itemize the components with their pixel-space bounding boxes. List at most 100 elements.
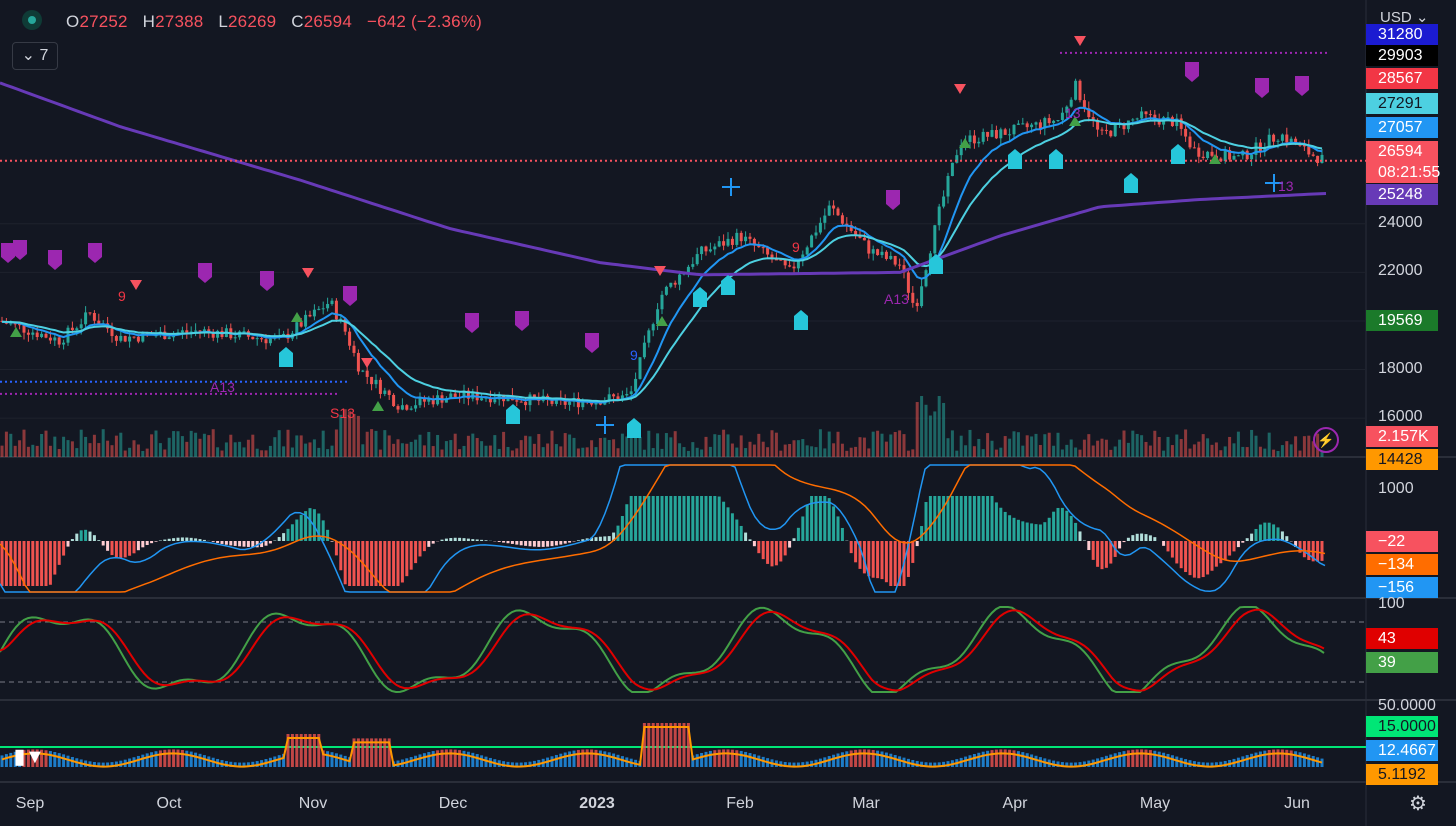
candle-body: [312, 309, 316, 317]
settings-icon[interactable]: ⚙: [1409, 793, 1427, 815]
macd-histogram-bar: [730, 513, 734, 541]
candle-body: [141, 332, 145, 342]
macd-histogram-bar: [1206, 541, 1210, 575]
price-label: 28567: [1366, 68, 1438, 89]
volume-bar: [128, 447, 132, 457]
adx-histogram-bar: [735, 750, 739, 767]
macd-histogram-bar: [62, 541, 66, 556]
macd-histogram-bar: [352, 541, 356, 586]
time-axis-label: Nov: [298, 795, 328, 812]
macd-histogram-bar: [40, 541, 44, 586]
adx-histogram-bar: [849, 750, 853, 767]
macd-histogram-bar: [603, 536, 607, 541]
volume-bar: [691, 442, 695, 457]
macd-histogram-bar: [418, 541, 422, 557]
macd-histogram-bar: [950, 496, 954, 541]
macd-histogram-bar: [805, 504, 809, 541]
volume-bar: [1148, 445, 1152, 457]
macd-histogram-bar: [1003, 511, 1007, 541]
macd-histogram-bar: [1294, 541, 1298, 547]
volume-bar: [761, 441, 765, 457]
macd-histogram-bar: [79, 530, 83, 541]
volume-bar: [282, 446, 286, 457]
volume-bar: [57, 449, 61, 457]
adx-histogram-bar: [233, 762, 237, 767]
macd-histogram-bar: [726, 507, 730, 541]
candle-body: [1069, 99, 1073, 107]
adx-histogram-bar: [251, 761, 255, 767]
candle-body: [282, 333, 286, 336]
macd-histogram-bar: [880, 541, 884, 580]
macd-histogram-bar: [625, 504, 629, 541]
macd-histogram-bar: [757, 541, 761, 554]
macd-histogram-bar: [713, 496, 717, 541]
adx-histogram-bar: [792, 762, 796, 767]
candle-body: [893, 255, 897, 265]
adx-histogram-bar: [827, 756, 831, 767]
macd-histogram-bar: [550, 541, 554, 547]
candle-body: [660, 294, 664, 310]
candle-body: [1320, 154, 1324, 164]
adx-histogram-bar: [880, 751, 884, 767]
macd-histogram-bar: [1228, 541, 1232, 556]
down-arrow-marker: [302, 268, 314, 278]
volume-bar: [185, 441, 189, 457]
macd-histogram-bar: [1135, 533, 1139, 541]
macd-histogram-bar: [524, 541, 528, 546]
adx-histogram-bar: [757, 755, 761, 767]
macd-histogram-bar: [744, 532, 748, 541]
volume-bar: [268, 445, 272, 457]
stoch-d-line: [0, 608, 1325, 692]
adx-histogram-bar: [598, 750, 602, 767]
sell-signal-marker: [465, 313, 479, 333]
volume-bar: [1126, 442, 1130, 457]
volume-bar: [334, 429, 338, 457]
macd-histogram-bar: [119, 541, 123, 558]
macd-histogram-bar: [255, 541, 259, 548]
macd-histogram-bar: [202, 539, 206, 541]
candle-body: [862, 237, 866, 241]
adx-histogram-bar: [840, 752, 844, 767]
macd-histogram-bar: [849, 541, 853, 554]
candle-body: [1140, 111, 1144, 119]
volume-bar: [1038, 445, 1042, 457]
adx-histogram-bar: [722, 749, 726, 767]
adx-histogram-bar: [374, 738, 378, 767]
volume-bar: [594, 447, 598, 457]
adx-histogram-bar: [238, 762, 242, 767]
candle-body: [396, 406, 400, 410]
candle-body: [1267, 134, 1271, 149]
macd-histogram-bar: [576, 540, 580, 541]
macd-histogram-bar: [26, 541, 30, 586]
macd-histogram-bar: [801, 516, 805, 541]
candle-body: [370, 376, 374, 385]
candle-body: [330, 300, 334, 304]
volume-bar: [1109, 449, 1113, 457]
adx-histogram-bar: [356, 738, 360, 767]
macd-histogram-bar: [220, 541, 224, 544]
volume-bar: [840, 443, 844, 457]
currency-selector[interactable]: USD ⌄: [1380, 8, 1428, 26]
volume-bar: [1250, 429, 1254, 457]
macd-histogram-bar: [823, 496, 827, 541]
volume-bar: [224, 442, 228, 457]
adx-histogram-bar: [1254, 752, 1258, 767]
volume-bar: [510, 450, 514, 457]
macd-histogram-bar: [735, 519, 739, 541]
volume-bar: [660, 448, 664, 457]
volume-bar: [31, 444, 35, 457]
candle-body: [1276, 140, 1280, 142]
lightning-icon[interactable]: ⚡: [1313, 427, 1339, 453]
sell-signal-marker: [13, 240, 27, 260]
volume-bar: [238, 441, 242, 457]
indicators-toggle-button[interactable]: ⌄ 7: [12, 42, 58, 70]
macd-histogram-bar: [114, 541, 118, 558]
volume-bar: [343, 409, 347, 457]
macd-histogram-bar: [268, 541, 272, 544]
candle-body: [730, 238, 734, 245]
candle-body: [422, 397, 426, 402]
volume-bar: [466, 435, 470, 457]
macd-histogram-bar: [541, 541, 545, 547]
macd-histogram-bar: [836, 516, 840, 541]
